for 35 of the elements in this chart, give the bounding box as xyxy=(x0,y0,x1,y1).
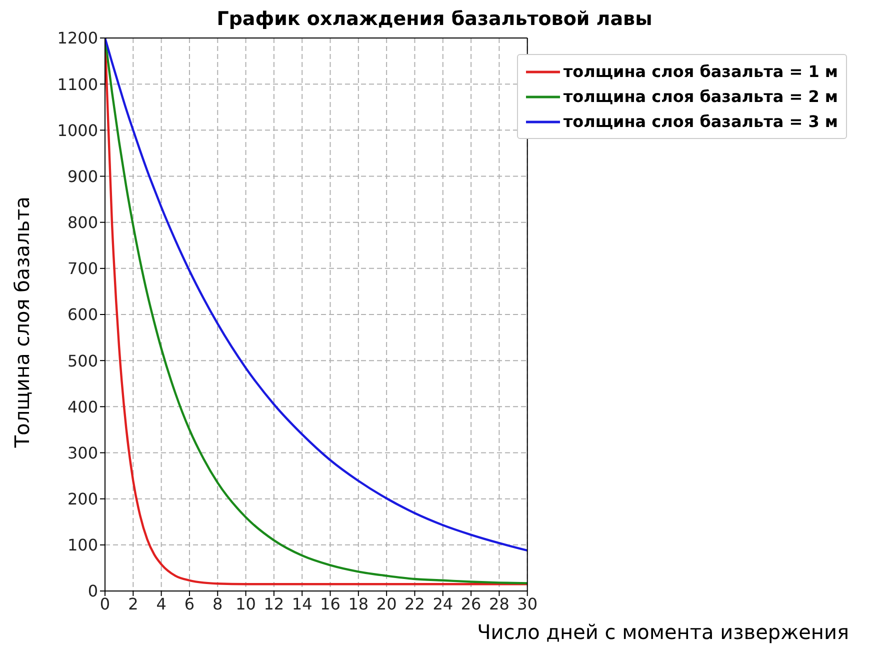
x-tick-label: 0 xyxy=(100,594,110,614)
x-tick-label: 2 xyxy=(128,594,138,614)
y-tick-label: 0 xyxy=(88,582,98,601)
x-tick-label: 6 xyxy=(184,594,195,614)
y-tick-label: 400 xyxy=(67,397,98,416)
y-tick-label: 800 xyxy=(67,213,98,232)
x-tick-label: 8 xyxy=(212,594,223,614)
x-axis-title: Число дней с момента извержения xyxy=(477,620,849,644)
y-tick-label: 300 xyxy=(67,443,98,462)
x-tick-label: 16 xyxy=(320,594,340,614)
legend-label: толщина слоя базальта = 1 м xyxy=(563,61,838,83)
legend-label: толщина слоя базальта = 3 м xyxy=(563,111,838,133)
x-tick-label: 22 xyxy=(404,594,425,614)
x-tick-label: 30 xyxy=(517,594,538,614)
y-tick-label: 1100 xyxy=(57,74,98,94)
y-axis-title: Толщина слоя базальта xyxy=(10,196,34,448)
legend-label: толщина слоя базальта = 2 м xyxy=(563,86,838,108)
y-tick-label: 500 xyxy=(67,351,98,370)
x-tick-label: 26 xyxy=(460,594,482,614)
x-tick-label: 4 xyxy=(156,594,166,614)
y-tick-label: 700 xyxy=(67,259,98,278)
chart-title: График охлаждения базальтовой лавы xyxy=(216,8,654,30)
x-tick-label: 12 xyxy=(264,594,284,614)
y-tick-label: 600 xyxy=(67,305,98,324)
y-tick-label: 1200 xyxy=(57,28,98,48)
x-tick-label: 28 xyxy=(489,594,510,614)
y-tick-label: 900 xyxy=(67,166,98,186)
x-tick-label: 18 xyxy=(348,594,369,614)
x-tick-label: 24 xyxy=(432,594,454,614)
y-tick-label: 100 xyxy=(67,536,98,555)
x-tick-label: 14 xyxy=(292,594,312,614)
y-tick-label: 200 xyxy=(67,490,98,509)
x-tick-label: 10 xyxy=(236,594,256,614)
x-tick-label: 20 xyxy=(376,594,397,614)
y-tick-label: 1000 xyxy=(57,120,98,140)
